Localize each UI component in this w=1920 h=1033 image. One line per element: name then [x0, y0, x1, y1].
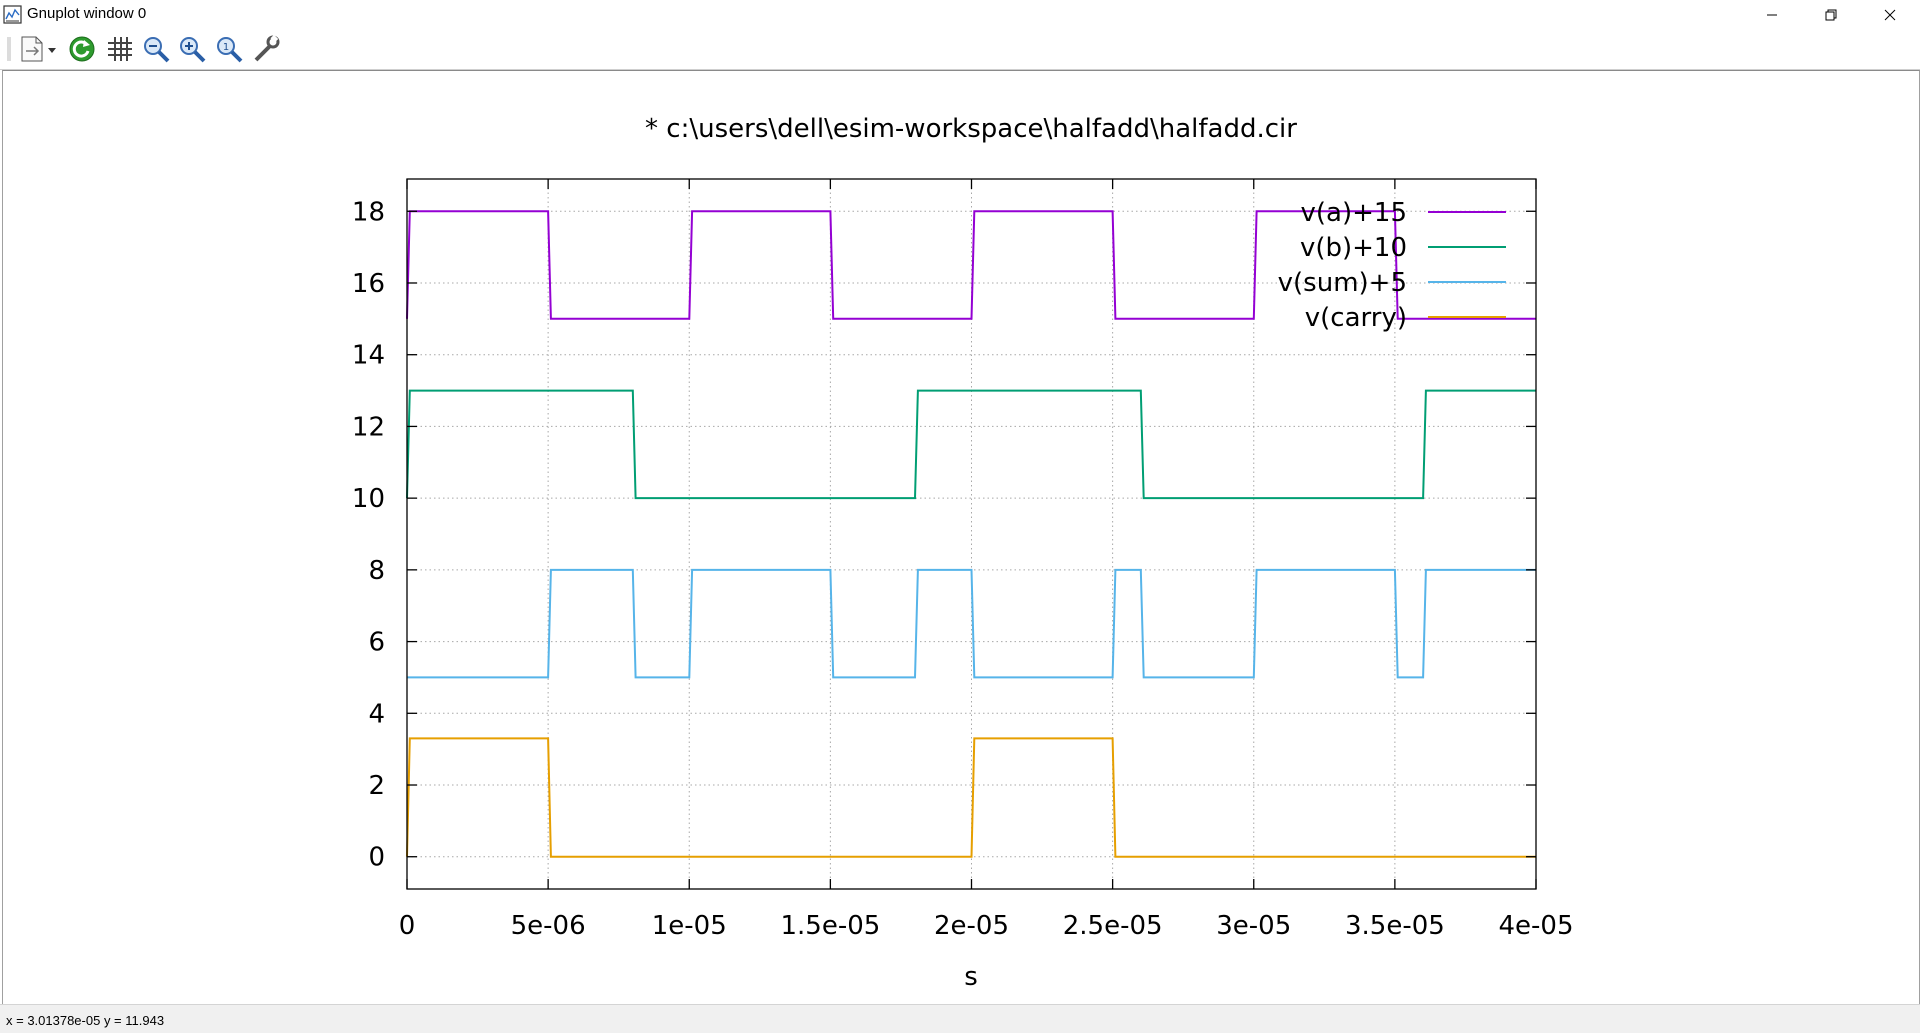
toolbar: 1 [0, 29, 1920, 70]
y-tick-label: 6 [368, 628, 385, 658]
chart-title: * c:\users\dell\esim-workspace\halfadd\h… [645, 114, 1297, 144]
x-tick-label: 4e-05 [1498, 911, 1573, 941]
x-tick-label: 5e-06 [511, 911, 586, 941]
x-tick-label: 2.5e-05 [1063, 911, 1163, 941]
x-tick-label: 3.5e-05 [1345, 911, 1445, 941]
minimize-icon [1766, 14, 1777, 15]
x-axis-label: s [964, 962, 978, 992]
wrench-icon [254, 34, 280, 62]
mouse-coordinate-readout: x = 3.01378e-05 y = 11.943 [6, 1013, 165, 1028]
y-tick-label: 16 [352, 269, 385, 299]
ticks: 0 5e-06 1e-05 1.5e-05 2e-05 2.5e-05 3e-05 3.5e-… [352, 179, 1574, 941]
y-tick-label: 18 [352, 197, 385, 227]
title-bar: Gnuplot window 0 [0, 0, 1920, 29]
series-line-0 [406, 210, 1536, 320]
svg-text:1: 1 [223, 42, 229, 53]
legend-entry-label: v(a)+15 [1301, 198, 1407, 228]
x-tick-label: 1.5e-05 [780, 911, 880, 941]
legend-entry-label: v(b)+10 [1300, 233, 1407, 263]
plot-canvas[interactable]: 0 5e-06 1e-05 1.5e-05 2e-05 2.5e-05 3e-05 3.5e-… [2, 70, 1920, 1004]
grid-icon [108, 37, 132, 61]
y-tick-label: 0 [368, 843, 385, 873]
options-button[interactable] [250, 33, 282, 65]
restore-button[interactable] [1801, 0, 1860, 29]
grid-toggle-button[interactable] [104, 33, 136, 65]
copy-print-menu-button[interactable] [14, 33, 62, 65]
x-tick-label: 0 [399, 911, 416, 941]
zoom-out-icon [144, 37, 170, 63]
x-tick-label: 1e-05 [652, 911, 727, 941]
close-button[interactable] [1860, 0, 1919, 29]
close-icon [1884, 9, 1895, 20]
autoscale-button[interactable]: 1 [213, 33, 245, 65]
zoom-previous-button[interactable] [140, 33, 172, 65]
series-line-1 [406, 389, 1536, 500]
y-tick-label: 10 [352, 484, 385, 514]
y-tick-label: 4 [368, 699, 385, 729]
y-tick-label: 12 [352, 412, 385, 442]
zoom-next-button[interactable] [176, 33, 208, 65]
y-tick-label: 2 [368, 771, 385, 801]
x-tick-label: 2e-05 [934, 911, 1009, 941]
chart-svg[interactable]: 0 5e-06 1e-05 1.5e-05 2e-05 2.5e-05 3e-05 3.5e-… [3, 71, 1917, 1003]
series-line-3 [406, 737, 1536, 858]
series-lines [406, 210, 1536, 858]
minimize-button[interactable] [1742, 0, 1801, 29]
y-tick-label: 8 [368, 556, 385, 586]
zoom-reset-icon: 1 [217, 37, 243, 63]
status-bar: x = 3.01378e-05 y = 11.943 [0, 1004, 1920, 1033]
x-tick-label: 3e-05 [1216, 911, 1291, 941]
gnuplot-app-icon [3, 5, 22, 24]
window-title: Gnuplot window 0 [27, 5, 147, 22]
refresh-icon [69, 36, 95, 62]
series-line-2 [407, 568, 1536, 679]
y-tick-label: 14 [352, 341, 385, 371]
document-icon [21, 36, 56, 62]
legend-entry-label: v(sum)+5 [1278, 268, 1407, 298]
replot-button[interactable] [66, 33, 98, 65]
restore-icon [1825, 9, 1836, 20]
toolbar-grip [7, 37, 11, 61]
legend: v(a)+15 v(b)+10 v(sum)+5 v(carry) [1278, 198, 1506, 333]
legend-entry-label: v(carry) [1305, 303, 1407, 333]
zoom-in-icon [180, 37, 206, 63]
